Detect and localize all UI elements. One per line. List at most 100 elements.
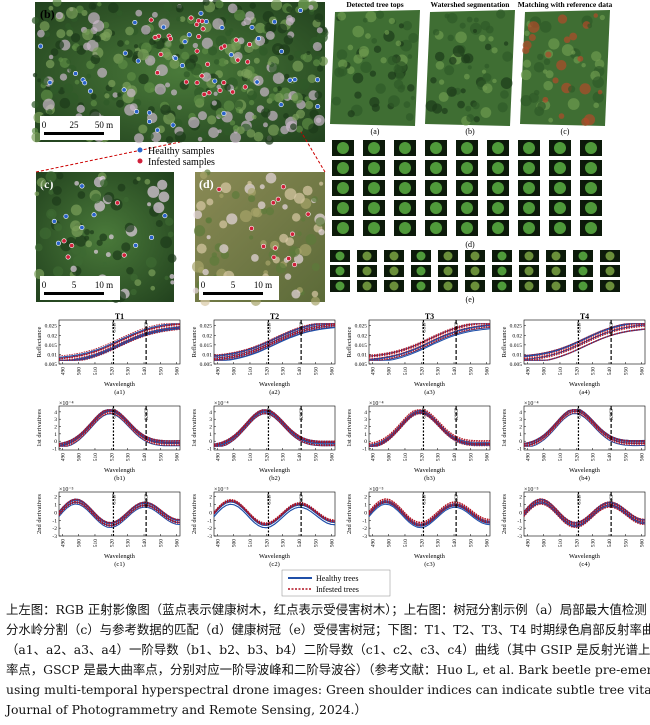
y-tick-label: 0.005 [355, 362, 368, 368]
y-tick-label: 0.025 [510, 324, 523, 330]
crown [97, 67, 108, 78]
plot-frame [523, 319, 646, 365]
infested-curve [59, 412, 180, 447]
crown [304, 96, 310, 102]
crown-shape [337, 142, 349, 154]
y-tick-label: -2 [207, 526, 212, 532]
crown [154, 83, 166, 95]
sample-dot [82, 80, 88, 86]
crown [548, 38, 560, 50]
infested-curve [58, 498, 181, 524]
crown [484, 43, 492, 51]
crown [96, 239, 103, 246]
crown [176, 7, 181, 13]
crown [502, 51, 513, 62]
crown [265, 207, 275, 216]
crown [399, 84, 406, 90]
x-tick-label: 540 [142, 453, 148, 462]
healthy-curve [524, 328, 646, 361]
sample-dot [55, 240, 61, 246]
sample-dot [217, 87, 223, 93]
crown [312, 41, 322, 52]
crown [144, 82, 155, 93]
crown [496, 9, 506, 19]
scale-label: 10 m [95, 280, 113, 290]
crown [83, 42, 91, 51]
y-tick-label: -2 [52, 526, 57, 532]
x-tick-label: 530 [126, 539, 132, 548]
sample-dot [182, 39, 188, 45]
healthy-curve [214, 327, 336, 361]
caption-line: 上左图：RGB 正射影像图（蓝点表示健康树木，红点表示受侵害树木）；上右图：树冠… [6, 602, 650, 617]
crown [248, 194, 256, 203]
crown [229, 131, 242, 144]
crown [353, 54, 363, 64]
crown [434, 51, 445, 62]
x-tick-label: 490 [525, 453, 531, 462]
panel-label: (a3) [424, 389, 434, 396]
crown [465, 105, 472, 112]
crown-shape [470, 266, 480, 276]
crown [545, 70, 554, 79]
sample-dot [194, 48, 200, 54]
crown-shape [554, 142, 566, 154]
crown [165, 217, 174, 226]
x-axis-label: Wavelength [259, 553, 291, 560]
crown-shape [399, 142, 411, 154]
crown-shape [585, 182, 597, 194]
crown-shape [578, 266, 588, 276]
crown [388, 17, 395, 25]
x-tick-label: 500 [542, 539, 548, 548]
index-label: GSCP [455, 322, 460, 335]
crown-shape [368, 182, 380, 194]
seg-label: (b) [465, 127, 475, 136]
x-tick-label: 560 [485, 367, 491, 376]
caption-line: 分水岭分割（c）与参考数据的匹配（d）健康树冠（e）受侵害树冠；下图：T1、T2… [6, 622, 650, 637]
crown-shape [368, 222, 380, 234]
scale-label: 5 [231, 280, 236, 290]
infested-curve [368, 409, 491, 446]
crown-shape [492, 222, 504, 234]
scale-bar [44, 292, 104, 295]
crown [347, 44, 354, 51]
crown [124, 104, 136, 116]
crown [373, 45, 382, 54]
crown [108, 234, 114, 240]
x-tick-label: 520 [109, 367, 115, 376]
infested-curve [368, 498, 491, 523]
crown [264, 135, 274, 145]
x-tick-label: 490 [60, 367, 66, 376]
y-axis-label: 2nd derivatives [36, 494, 43, 534]
crown [48, 5, 54, 11]
crown [93, 249, 99, 254]
x-tick-label: 520 [109, 539, 115, 548]
index-label: GSIP [112, 322, 117, 333]
index-label: GSCP [145, 494, 150, 507]
crown [408, 32, 419, 43]
crown [169, 58, 180, 69]
crown [247, 188, 257, 197]
y-tick-label: -1 [52, 447, 57, 453]
crown [132, 178, 139, 185]
crown-shape [523, 142, 535, 154]
crown [285, 17, 294, 26]
x-tick-label: 560 [330, 367, 336, 376]
y-tick-label: 0.025 [200, 324, 213, 330]
index-label: GSCP [145, 408, 150, 421]
crown [44, 31, 51, 38]
index-label: GSCP [455, 408, 460, 421]
infested-curve [369, 326, 491, 361]
seg-label: (c) [561, 127, 570, 136]
crown [291, 213, 301, 222]
crown [263, 122, 268, 128]
crown [332, 96, 341, 106]
crown [473, 17, 479, 23]
scale-box [40, 116, 120, 140]
crown [70, 265, 77, 273]
scale-label: 0 [201, 280, 206, 290]
sample-dot [161, 24, 167, 30]
crown [189, 54, 198, 63]
infested-curve [213, 323, 335, 356]
y-tick-label: 4 [519, 410, 522, 416]
crown [205, 217, 213, 224]
